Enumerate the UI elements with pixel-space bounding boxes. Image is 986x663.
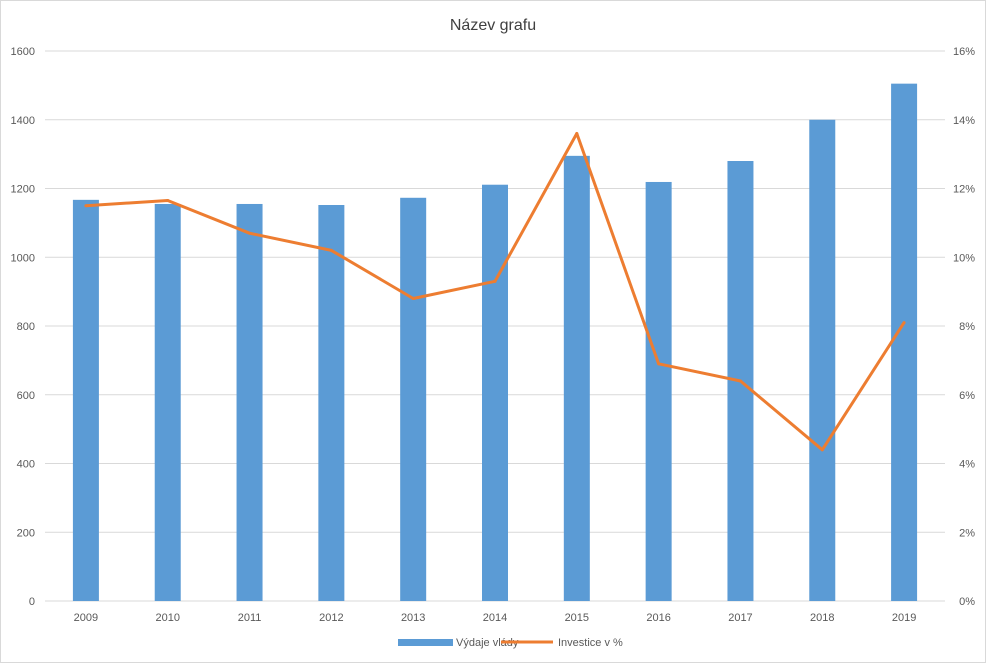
y-right-tick-label: 6% <box>959 390 975 402</box>
x-tick-label: 2011 <box>238 612 262 624</box>
y-left-tick-label: 400 <box>17 459 35 471</box>
legend: Výdaje vlády Investice v % <box>398 637 623 649</box>
left-axis: 0 200 400 600 800 1000 1200 1400 1600 <box>11 46 35 608</box>
bar <box>236 203 263 601</box>
bar <box>154 203 181 601</box>
x-tick-label: 2018 <box>810 612 834 624</box>
y-left-tick-label: 600 <box>17 390 35 402</box>
line-series <box>84 132 906 452</box>
y-left-tick-label: 800 <box>17 321 35 333</box>
line-point <box>657 362 661 366</box>
bar <box>400 197 427 601</box>
y-right-tick-label: 16% <box>953 46 975 58</box>
line-point <box>166 199 170 203</box>
y-left-tick-label: 1400 <box>11 115 35 127</box>
x-tick-label: 2019 <box>892 612 916 624</box>
bar <box>809 119 836 601</box>
x-axis: 2009 2010 2011 2012 2013 2014 2015 2016 2017 2018… <box>74 612 917 624</box>
y-right-tick-label: 4% <box>959 459 975 471</box>
x-tick-label: 2012 <box>319 612 343 624</box>
x-tick-label: 2013 <box>401 612 425 624</box>
y-right-tick-label: 10% <box>953 252 975 264</box>
legend-label-bar: Výdaje vlády <box>456 637 519 649</box>
y-right-tick-label: 2% <box>959 527 975 539</box>
y-left-tick-label: 1200 <box>11 184 35 196</box>
x-tick-label: 2017 <box>728 612 752 624</box>
line-point <box>493 279 497 283</box>
x-tick-label: 2014 <box>483 612 507 624</box>
bar-series <box>72 83 918 601</box>
y-left-tick-label: 200 <box>17 527 35 539</box>
bar <box>482 184 508 601</box>
line-point <box>575 132 579 135</box>
line-point <box>738 379 742 383</box>
line-point <box>329 248 333 252</box>
bar <box>563 155 590 601</box>
line-point <box>902 321 906 325</box>
legend-swatch-bar <box>398 639 453 646</box>
y-right-tick-label: 8% <box>959 321 975 333</box>
y-left-tick-label: 1000 <box>11 252 35 264</box>
right-axis: 0% 2% 4% 6% 8% 10% 12% 14% 16% <box>953 46 975 608</box>
line-point <box>820 448 824 452</box>
line-point <box>248 231 252 235</box>
legend-label-line: Investice v % <box>558 637 623 649</box>
x-tick-label: 2015 <box>565 612 589 624</box>
bar <box>72 199 99 601</box>
chart-title: Název grafu <box>450 17 536 34</box>
y-right-tick-label: 14% <box>953 115 975 127</box>
line-point <box>84 204 88 208</box>
x-tick-label: 2016 <box>646 612 670 624</box>
line-point <box>411 297 415 300</box>
y-right-tick-label: 12% <box>953 184 975 196</box>
bar <box>891 83 918 601</box>
x-tick-label: 2009 <box>74 612 98 624</box>
bar <box>318 205 345 601</box>
y-left-tick-label: 1600 <box>11 46 35 58</box>
x-tick-label: 2010 <box>155 612 179 624</box>
y-left-tick-label: 0 <box>29 596 35 608</box>
y-right-tick-label: 0% <box>959 596 975 608</box>
bar <box>645 181 672 601</box>
